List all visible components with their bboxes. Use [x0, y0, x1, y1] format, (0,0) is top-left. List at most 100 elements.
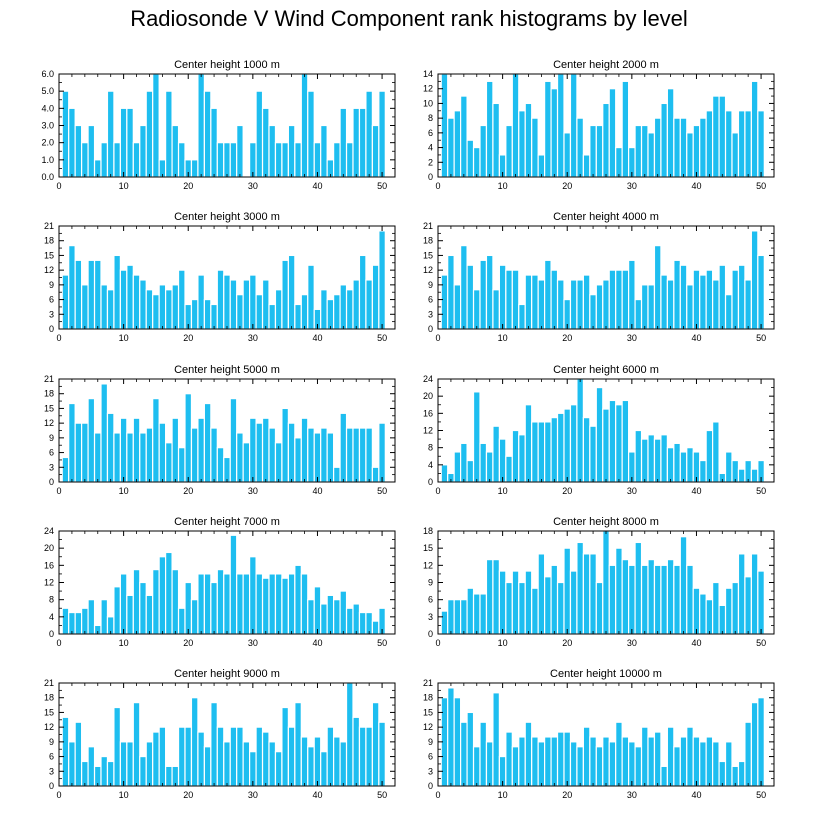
panel-title: Center height 7000 m	[174, 516, 280, 528]
bar	[712, 421, 720, 483]
bar	[268, 124, 277, 178]
bar	[666, 559, 675, 635]
bar	[100, 755, 109, 787]
bar	[453, 697, 462, 787]
bar	[229, 726, 238, 787]
bar	[544, 80, 552, 178]
bar	[718, 264, 727, 330]
y-tick-label: 18	[423, 693, 433, 703]
bar	[229, 398, 238, 483]
bar	[569, 404, 578, 483]
bar	[485, 741, 494, 787]
bar	[699, 459, 707, 483]
y-tick-label: 9	[428, 280, 433, 290]
bar	[492, 289, 500, 330]
bar	[113, 254, 121, 330]
bar	[556, 412, 565, 483]
bar	[294, 702, 302, 787]
bar	[440, 464, 449, 483]
x-tick-label: 40	[312, 333, 322, 343]
y-tick-label: 0	[49, 324, 54, 334]
bar	[358, 427, 367, 483]
bar	[524, 274, 533, 330]
bar	[229, 534, 238, 635]
y-tick-label: 0	[428, 477, 433, 487]
bar	[582, 553, 591, 635]
bar	[197, 274, 205, 330]
bar	[679, 117, 688, 178]
y-tick-label: 0	[49, 781, 54, 791]
x-tick-label: 50	[756, 790, 766, 800]
panel-title: Center height 10000 m	[550, 668, 662, 680]
bar	[352, 603, 361, 635]
x-tick-label: 0	[56, 638, 61, 648]
bar	[320, 751, 328, 787]
bar	[261, 731, 270, 787]
y-tick-label: 21	[44, 678, 54, 688]
x-tick-label: 40	[691, 333, 701, 343]
panel-title: Center height 2000 m	[553, 59, 659, 71]
bar	[223, 142, 231, 178]
bar	[608, 269, 617, 330]
x-tick-label: 50	[377, 790, 387, 800]
bar	[724, 741, 733, 787]
x-tick-label: 10	[498, 638, 508, 648]
bar	[750, 553, 759, 635]
x-tick-label: 40	[691, 638, 701, 648]
bar	[223, 573, 231, 635]
bar	[615, 721, 623, 787]
x-tick-label: 40	[691, 486, 701, 496]
bar	[345, 607, 354, 635]
bar	[249, 751, 257, 787]
x-tick-label: 20	[562, 181, 572, 191]
y-tick-label: 18	[423, 526, 433, 536]
bar	[145, 90, 154, 178]
bar	[255, 422, 264, 483]
bar	[757, 697, 765, 787]
bar	[300, 736, 309, 787]
bar	[485, 254, 494, 330]
x-tick-label: 20	[183, 333, 193, 343]
bar	[699, 741, 707, 787]
bar	[190, 159, 199, 178]
bar	[724, 451, 733, 483]
bar	[666, 88, 675, 178]
bar	[537, 279, 546, 330]
bar	[453, 451, 462, 483]
bar	[479, 721, 488, 787]
bar	[203, 573, 212, 635]
bar	[68, 107, 76, 178]
bar	[673, 117, 681, 178]
bar	[126, 432, 134, 483]
bar	[602, 408, 610, 483]
bar	[647, 132, 656, 178]
bar	[498, 264, 507, 330]
bar	[460, 721, 468, 787]
bar	[712, 581, 720, 635]
bar	[492, 102, 500, 178]
bar	[634, 541, 643, 635]
bar	[634, 429, 643, 483]
bar	[744, 576, 752, 635]
bar	[190, 298, 199, 330]
x-tick-label: 0	[56, 181, 61, 191]
bar	[608, 564, 617, 635]
bar	[339, 590, 348, 635]
y-tick-label: 9	[428, 578, 433, 588]
bar	[640, 124, 649, 178]
panel-title: Center height 6000 m	[553, 364, 659, 376]
bar	[518, 581, 526, 635]
y-tick-label: 24	[44, 526, 54, 536]
bar	[274, 573, 283, 635]
bar	[119, 417, 128, 483]
y-tick-label: 9	[49, 280, 54, 290]
bar	[139, 581, 147, 635]
bar	[679, 536, 688, 635]
bar	[440, 73, 449, 178]
y-tick-label: 16	[44, 560, 54, 570]
bar	[255, 726, 264, 787]
bar	[74, 259, 83, 330]
bar	[352, 107, 361, 178]
bar	[119, 741, 128, 787]
